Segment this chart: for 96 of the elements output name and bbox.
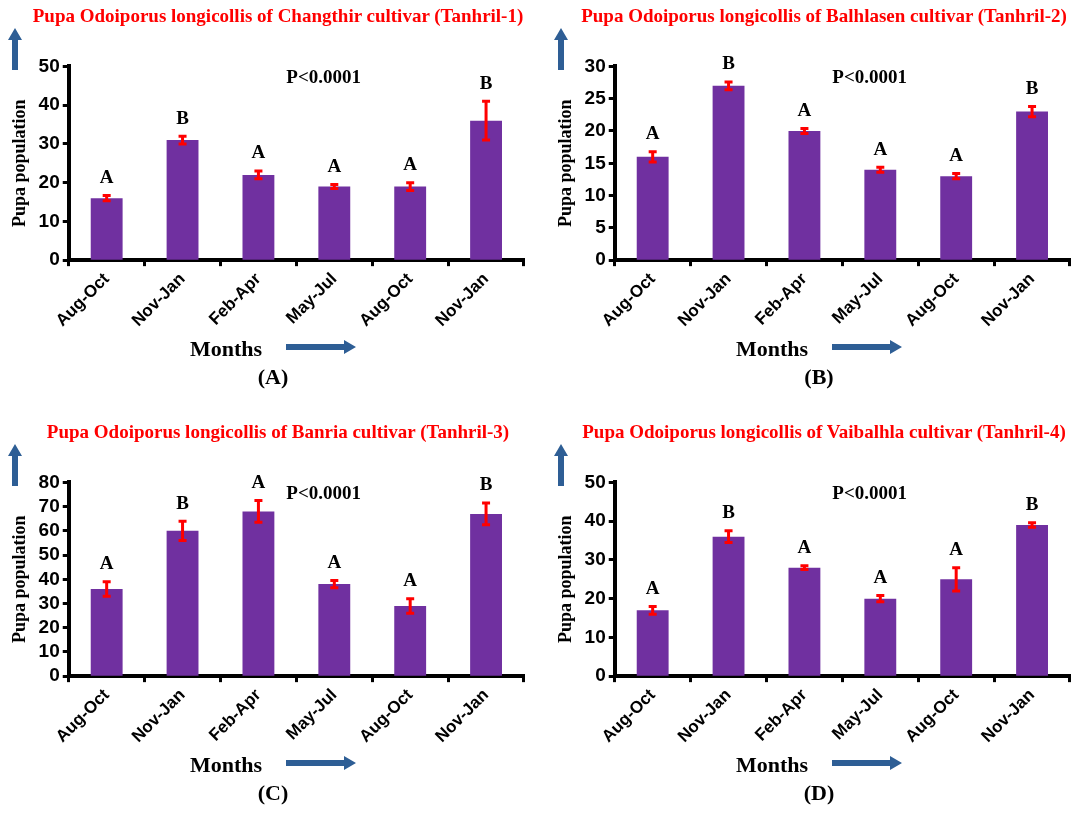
y-tick-label: 20: [584, 119, 606, 141]
annotation: P<0.0001: [832, 65, 908, 87]
text: (C): [256, 780, 290, 806]
data-label: A: [949, 538, 964, 560]
y-tick-label: 10: [584, 183, 606, 205]
y-tick-label: 0: [595, 664, 606, 686]
y-tick-label: 50: [38, 54, 60, 76]
y-tick-label: 0: [49, 664, 60, 686]
bar: [318, 584, 351, 676]
bar: [166, 140, 199, 260]
data-label: A: [949, 144, 964, 166]
bar: [166, 530, 199, 676]
y-tick-label: 5: [595, 216, 607, 238]
x-axis-title: Months: [189, 751, 263, 778]
data-label: B: [176, 106, 190, 128]
y-axis-title: Pupa population: [555, 515, 576, 644]
bar: [864, 598, 897, 676]
annotation: P<0.0001: [286, 481, 362, 503]
bar: [636, 156, 669, 260]
y-tick-label: 10: [584, 625, 606, 647]
y-tick-label: 80: [38, 470, 60, 492]
data-label: A: [99, 165, 114, 187]
bar: [470, 513, 502, 676]
data-label: A: [251, 470, 266, 492]
data-label: A: [99, 552, 114, 574]
chart-title: Pupa Odoiporus longicollis of Banria cultivar (Tanhril-3): [45, 420, 511, 443]
data-label: A: [403, 153, 418, 175]
data-label: A: [403, 569, 418, 591]
y-tick-label: 20: [584, 586, 606, 608]
bar: [940, 579, 973, 676]
text: (B): [803, 364, 835, 390]
y-axis-title: Pupa population: [9, 515, 30, 644]
data-label: B: [722, 501, 736, 523]
bar: [864, 169, 897, 260]
bar: [1016, 111, 1048, 260]
bar: [90, 198, 123, 260]
y-tick-label: 30: [584, 54, 606, 76]
text: (A): [256, 364, 290, 390]
bar: [394, 605, 427, 676]
y-tick-label: 70: [38, 494, 60, 516]
chart-title: Pupa Odoiporus longicollis of Vaibalhla cultivar (Tanhril-4): [581, 420, 1067, 443]
bar: [242, 511, 275, 676]
y-tick-label: 20: [38, 615, 60, 637]
y-tick-label: 10: [38, 209, 60, 231]
bar: [712, 85, 745, 260]
y-tick-label: 60: [38, 519, 60, 541]
bar: [318, 186, 351, 260]
bar: [470, 120, 502, 260]
y-tick-label: 10: [38, 640, 60, 662]
y-tick-label: 0: [595, 248, 606, 270]
bar: [636, 610, 669, 676]
y-tick-label: 15: [584, 151, 607, 173]
y-tick-label: 30: [584, 548, 606, 570]
data-label: A: [873, 137, 888, 159]
chart-title: Pupa Odoiporus longicollis of Balhlasen cultivar (Tanhril-2): [580, 4, 1068, 27]
data-label: A: [327, 550, 342, 572]
y-tick-label: 30: [38, 132, 60, 154]
y-axis-title: Pupa population: [555, 99, 576, 228]
y-tick-label: 40: [38, 93, 60, 115]
bar: [394, 186, 427, 260]
data-label: A: [797, 536, 812, 558]
x-axis-title: Months: [735, 335, 809, 362]
data-label: A: [327, 154, 342, 176]
y-tick-label: 30: [38, 591, 60, 613]
data-label: B: [479, 71, 493, 93]
y-tick-label: 20: [38, 170, 60, 192]
bar: [242, 174, 275, 260]
bar: [788, 130, 821, 260]
y-tick-label: 40: [38, 567, 60, 589]
bar: [940, 176, 973, 260]
x-axis-title: Months: [189, 335, 263, 362]
chart-title: Pupa Odoiporus longicollis of Changthir cultivar (Tanhril-1): [31, 4, 525, 27]
data-label: B: [479, 473, 493, 495]
data-label: A: [797, 98, 812, 120]
data-label: A: [645, 122, 660, 144]
bar: [1016, 525, 1048, 676]
data-label: B: [176, 491, 190, 513]
data-label: A: [873, 565, 888, 587]
annotation: P<0.0001: [286, 65, 362, 87]
y-tick-label: 50: [38, 543, 60, 565]
y-tick-label: 50: [584, 470, 606, 492]
y-tick-label: 40: [584, 509, 606, 531]
y-axis-title: Pupa population: [9, 99, 30, 228]
x-axis-title: Months: [735, 751, 809, 778]
bar: [712, 536, 745, 676]
data-label: A: [251, 141, 266, 163]
bar: [788, 567, 821, 676]
annotation: P<0.0001: [832, 481, 908, 503]
data-label: B: [1025, 493, 1039, 515]
text: (D): [802, 780, 836, 806]
y-tick-label: 25: [584, 86, 607, 108]
bar: [90, 588, 123, 676]
y-tick-label: 0: [49, 248, 60, 270]
data-label: B: [722, 52, 736, 74]
data-label: A: [645, 576, 660, 598]
data-label: B: [1025, 76, 1039, 98]
